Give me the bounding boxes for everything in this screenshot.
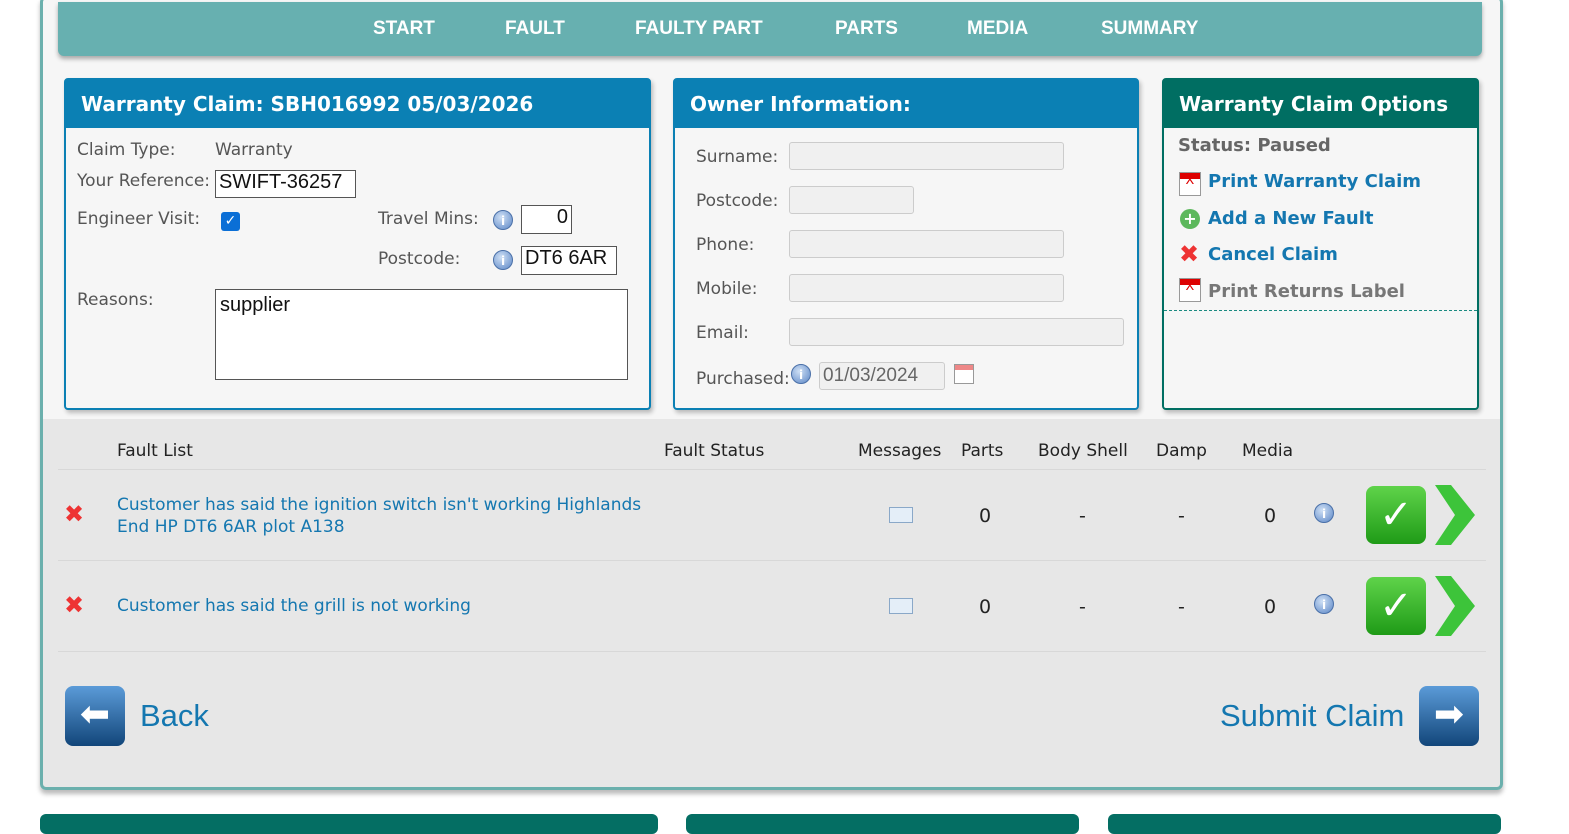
col-damp: Damp	[1156, 441, 1207, 461]
claim-status: Status: Paused	[1178, 135, 1331, 156]
claim-type-label: Claim Type:	[77, 140, 176, 160]
col-media: Media	[1242, 441, 1294, 461]
submit-arrow-icon[interactable]: ➡	[1419, 686, 1479, 746]
travel-mins-input[interactable]: 0	[521, 205, 572, 234]
mobile-input[interactable]	[789, 274, 1064, 302]
print-returns-label-link[interactable]: Print Returns Label	[1208, 281, 1405, 302]
options-panel: Warranty Claim Options	[1162, 78, 1479, 410]
owner-postcode-input[interactable]	[789, 186, 914, 214]
info-icon[interactable]: i	[1314, 594, 1334, 614]
phone-label: Phone:	[696, 235, 755, 255]
engineer-visit-label: Engineer Visit:	[77, 209, 201, 229]
options-title: Warranty Claim Options	[1164, 80, 1477, 128]
travel-mins-label: Travel Mins:	[378, 209, 479, 229]
claim-panel: Warranty Claim: SBH016992 05/03/2026	[64, 78, 651, 410]
back-arrow-icon[interactable]: ⬅	[65, 686, 125, 746]
info-icon[interactable]: i	[1314, 503, 1334, 523]
claim-type-value: Warranty	[215, 140, 293, 160]
media-count: 0	[1264, 505, 1277, 527]
calendar-icon[interactable]	[954, 364, 974, 384]
info-icon[interactable]: i	[493, 210, 513, 230]
purchased-label: Purchased:	[696, 369, 790, 389]
mobile-label: Mobile:	[696, 279, 758, 299]
tab-summary[interactable]: SUMMARY	[1101, 18, 1199, 39]
info-icon[interactable]: i	[493, 250, 513, 270]
owner-postcode-label: Postcode:	[696, 191, 779, 211]
purchased-input[interactable]: 01/03/2024	[819, 362, 945, 390]
envelope-icon[interactable]	[889, 507, 913, 523]
col-body-shell: Body Shell	[1038, 441, 1128, 461]
divider	[58, 469, 1486, 470]
divider	[1164, 310, 1477, 311]
claim-title: Warranty Claim: SBH016992 05/03/2026	[66, 80, 649, 128]
tab-start[interactable]: START	[373, 18, 435, 39]
back-button[interactable]: Back	[140, 698, 209, 733]
add-icon: +	[1180, 209, 1200, 229]
cancel-claim-link[interactable]: Cancel Claim	[1208, 244, 1338, 265]
engineer-visit-checkbox[interactable]: ✓	[221, 212, 240, 231]
surname-input[interactable]	[789, 142, 1064, 170]
delete-fault-icon[interactable]: ✖	[64, 591, 85, 619]
fault-description-link[interactable]: Customer has said the grill is not worki…	[117, 596, 471, 616]
tab-media[interactable]: MEDIA	[967, 18, 1029, 39]
divider	[58, 651, 1486, 652]
col-messages: Messages	[858, 441, 942, 461]
reference-label: Your Reference:	[77, 171, 211, 191]
parts-count: 0	[979, 505, 992, 527]
tab-parts[interactable]: PARTS	[835, 18, 898, 39]
bottom-panel	[686, 814, 1079, 834]
bottom-panel	[40, 814, 658, 834]
phone-input[interactable]	[789, 230, 1064, 258]
divider	[58, 560, 1486, 561]
submit-claim-button[interactable]: Submit Claim	[1220, 698, 1405, 733]
body-shell-value: -	[1079, 596, 1086, 618]
cancel-icon: ✖	[1179, 240, 1200, 268]
col-fault-status: Fault Status	[664, 441, 765, 461]
pdf-icon: ⅄	[1179, 278, 1201, 302]
bottom-panel	[1108, 814, 1501, 834]
postcode-label: Postcode:	[378, 249, 461, 269]
add-new-fault-link[interactable]: Add a New Fault	[1208, 208, 1374, 229]
tab-faulty-part[interactable]: FAULTY PART	[635, 18, 763, 39]
damp-value: -	[1178, 505, 1185, 527]
col-fault-list: Fault List	[117, 441, 193, 461]
body-shell-value: -	[1079, 505, 1086, 527]
col-parts: Parts	[961, 441, 1004, 461]
fault-complete-check-icon[interactable]: ✓	[1366, 577, 1426, 635]
media-count: 0	[1264, 596, 1277, 618]
print-warranty-claim-link[interactable]: Print Warranty Claim	[1208, 171, 1422, 192]
parts-count: 0	[979, 596, 992, 618]
pdf-icon: ⅄	[1179, 172, 1201, 196]
owner-title: Owner Information:	[675, 80, 1137, 128]
email-label: Email:	[696, 323, 749, 343]
tab-fault[interactable]: FAULT	[505, 18, 565, 39]
reasons-label: Reasons:	[77, 290, 154, 310]
envelope-icon[interactable]	[889, 598, 913, 614]
reference-input[interactable]: SWIFT-36257	[215, 170, 356, 198]
email-input[interactable]	[789, 318, 1124, 346]
fault-description-link[interactable]: Customer has said the ignition switch is…	[117, 495, 642, 537]
surname-label: Surname:	[696, 147, 779, 167]
postcode-input[interactable]: DT6 6AR	[521, 246, 617, 275]
delete-fault-icon[interactable]: ✖	[64, 500, 85, 528]
step-nav: START FAULT FAULTY PART PARTS MEDIA SUMM…	[58, 2, 1482, 56]
info-icon[interactable]: i	[791, 364, 811, 384]
reasons-textarea[interactable]: supplier	[215, 289, 628, 380]
damp-value: -	[1178, 596, 1185, 618]
fault-complete-check-icon[interactable]: ✓	[1366, 486, 1426, 544]
